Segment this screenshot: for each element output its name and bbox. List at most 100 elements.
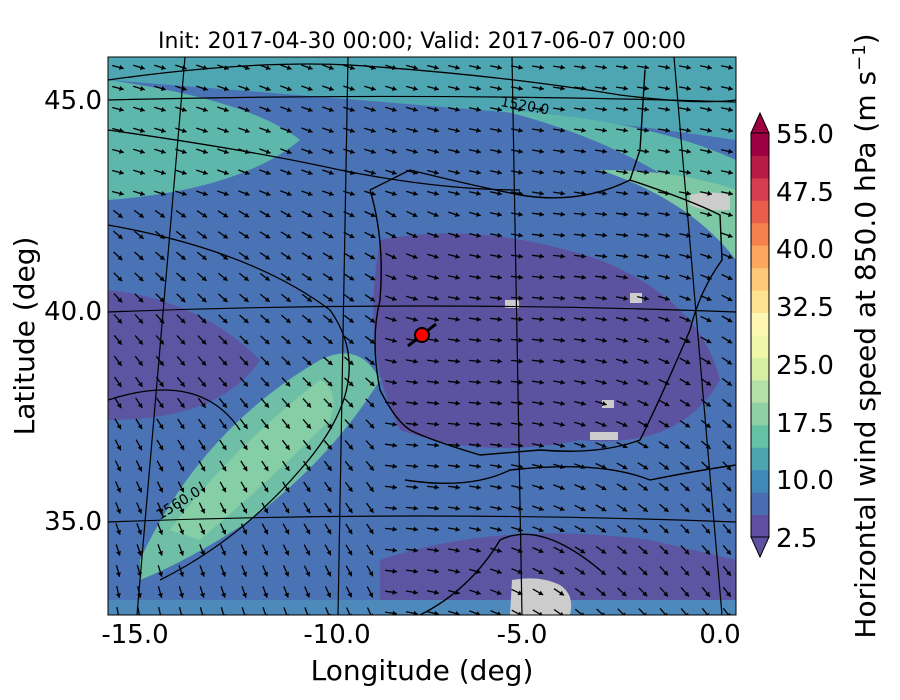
wind-vector-head xyxy=(497,211,502,217)
wind-vector-head xyxy=(623,106,628,112)
wind-vector-head xyxy=(201,402,206,408)
wind-vector-head xyxy=(413,316,418,322)
wind-vector-head xyxy=(455,526,460,532)
wind-vector-head xyxy=(159,339,164,345)
wind-vector-head xyxy=(243,360,249,366)
wind-vector-head xyxy=(559,590,564,596)
wind-vector-head xyxy=(602,316,607,322)
wind-vector-head xyxy=(455,106,460,112)
wind-vector-head xyxy=(539,232,544,238)
wind-vector-head xyxy=(348,423,354,429)
wind-vector-head xyxy=(601,527,606,533)
wind-vector-head xyxy=(370,86,376,91)
wind-vector-head xyxy=(705,401,711,407)
wind-vector-head xyxy=(347,550,353,556)
wind-vector-head xyxy=(264,254,270,260)
wind-vector-head xyxy=(601,422,607,427)
wind-vector-head xyxy=(328,275,333,281)
wind-vector-head xyxy=(728,127,733,133)
wind-vector-head xyxy=(348,465,353,471)
wind-region-atlantic xyxy=(108,290,260,420)
wind-vector-head xyxy=(581,379,586,385)
wind-vector-head xyxy=(621,570,627,575)
wind-vector-head xyxy=(602,337,607,343)
wind-vector-head xyxy=(518,106,523,112)
wind-vector-head xyxy=(455,148,460,154)
wind-vector-head xyxy=(117,276,123,282)
wind-vector-head xyxy=(158,424,164,430)
wind-vector-head xyxy=(455,400,460,406)
wind-vector-head xyxy=(179,571,184,577)
wind-vector-head xyxy=(181,149,187,154)
wind-vector-head xyxy=(623,295,628,301)
wind-vector-head xyxy=(307,233,313,239)
wind-vector-head xyxy=(307,107,313,112)
x-tick-label: -15.0 xyxy=(101,620,168,650)
wind-vector-head xyxy=(369,317,375,323)
wind-vector-head xyxy=(622,422,628,427)
wind-vector-head xyxy=(497,421,502,427)
wind-vector-head xyxy=(539,274,544,280)
wind-vector-head xyxy=(265,149,271,154)
wind-vector-head xyxy=(223,170,229,175)
wind-vector-head xyxy=(623,232,628,238)
wind-vector-head xyxy=(581,400,586,406)
wind-vector-head xyxy=(665,106,670,112)
wind-vector-head xyxy=(518,463,523,469)
colorbar-segments xyxy=(751,133,769,538)
wind-vector-head xyxy=(116,508,121,514)
wind-vector-head xyxy=(179,402,185,408)
wind-vector-head xyxy=(623,169,628,175)
wind-vector-head xyxy=(663,570,669,576)
wind-vector-head xyxy=(158,403,164,408)
wind-vector-head xyxy=(244,149,250,154)
wind-vector-head xyxy=(413,65,418,70)
wind-vector-head xyxy=(728,106,733,112)
wind-vector-head xyxy=(705,528,710,534)
wind-vector-head xyxy=(560,148,565,154)
wind-vector-head xyxy=(413,128,418,133)
wind-vector-head xyxy=(138,360,143,366)
wind-vector-head xyxy=(222,255,228,260)
wind-vector-head xyxy=(433,254,439,259)
wind-vector-head xyxy=(454,212,460,217)
wind-vector-head xyxy=(706,254,712,259)
wind-vector-head xyxy=(664,317,670,322)
wind-vector-head xyxy=(517,548,523,553)
wind-vector-head xyxy=(347,529,353,535)
wind-vector-head xyxy=(392,526,397,532)
wind-vector-head xyxy=(263,508,269,514)
wind-vector-head xyxy=(602,358,607,364)
wind-vector-head xyxy=(160,65,166,70)
wind-vector-head xyxy=(642,528,648,533)
wind-vector-head xyxy=(116,403,122,409)
wind-vector-head xyxy=(139,149,145,154)
wind-vector-head xyxy=(476,253,481,259)
wind-vector-head xyxy=(539,106,544,112)
wind-vector-head xyxy=(307,170,313,175)
wind-vector-head xyxy=(518,85,523,91)
colorbar-segment xyxy=(751,469,769,493)
wind-vector-head xyxy=(560,190,565,196)
wind-vector-head xyxy=(159,318,165,324)
wind-vector-head xyxy=(663,549,669,555)
wind-vector-head xyxy=(580,422,586,427)
wind-vector-head xyxy=(623,316,628,322)
wind-vector-head xyxy=(412,233,418,238)
wind-vector-head xyxy=(138,276,144,282)
colorbar-tick-label: 17.5 xyxy=(776,409,834,439)
wind-vector-head xyxy=(728,148,733,154)
wind-vector-head xyxy=(139,128,145,133)
wind-vector xyxy=(596,608,605,615)
wind-vector-head xyxy=(622,485,628,491)
wind-vector-head xyxy=(179,592,184,598)
wind-vector-head xyxy=(623,85,628,91)
wind-vector-head xyxy=(115,593,121,598)
wind-vector-head xyxy=(242,466,248,472)
wind-vector-head xyxy=(684,507,690,513)
wind-vector-head xyxy=(265,107,271,112)
wind-vector-head xyxy=(518,169,523,175)
wind-vector-head xyxy=(137,445,143,451)
wind-vector-head xyxy=(349,212,355,218)
wind-vector xyxy=(574,608,584,615)
